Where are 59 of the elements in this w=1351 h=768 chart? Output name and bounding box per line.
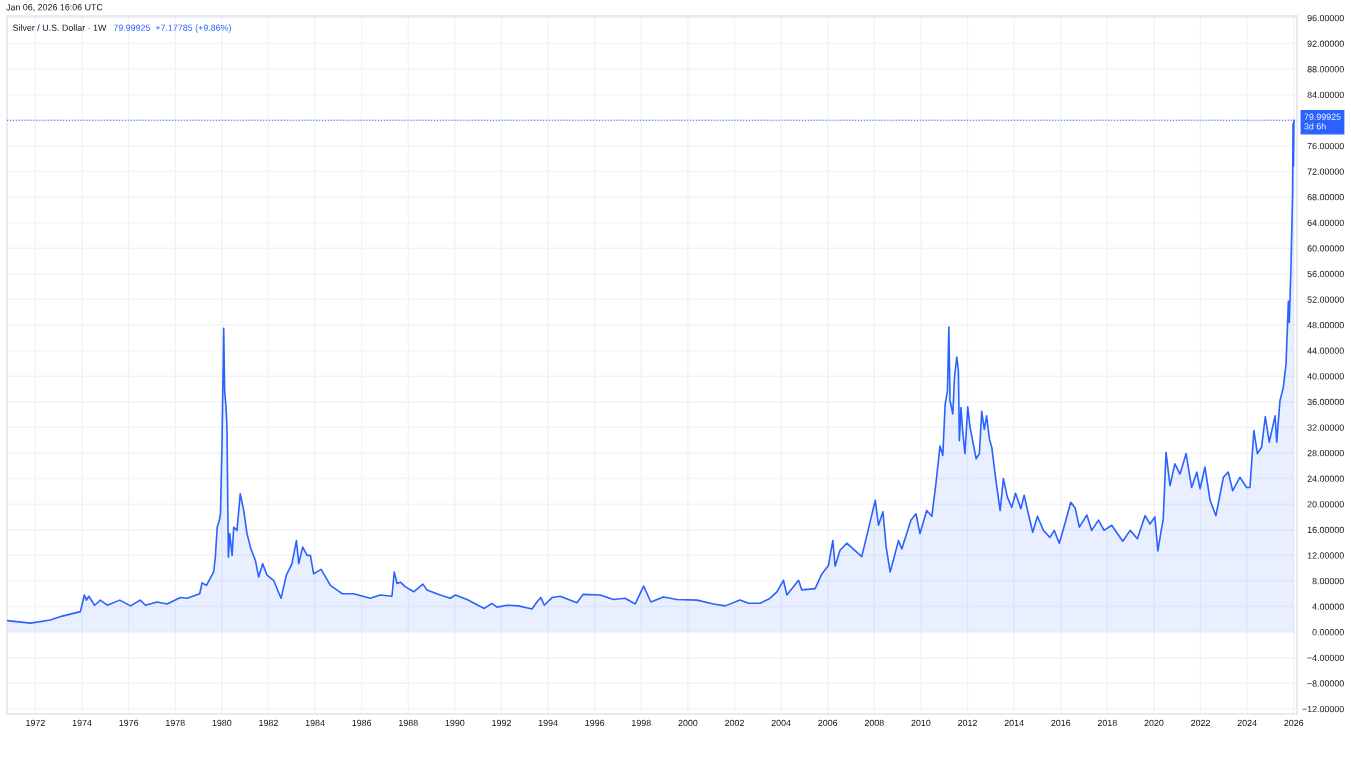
- y-tick-label: 16.00000: [1307, 526, 1344, 534]
- x-tick-label: 1994: [538, 719, 558, 727]
- y-tick-label: 88.00000: [1307, 66, 1344, 73]
- x-tick-label: 2010: [911, 719, 931, 727]
- y-tick-label: 56.00000: [1307, 270, 1344, 278]
- x-tick-label: 2026: [1284, 719, 1304, 727]
- y-tick-label: 60.00000: [1307, 245, 1344, 252]
- x-tick-label: 2022: [1191, 719, 1210, 727]
- y-tick-label: 92.00000: [1307, 40, 1344, 47]
- y-tick-label: 84.00000: [1307, 91, 1344, 98]
- x-tick-label: 1986: [352, 719, 372, 727]
- y-tick-label: 96.00000: [1307, 14, 1344, 22]
- y-tick-label: 20.00000: [1307, 501, 1344, 508]
- x-tick-label: 2006: [818, 719, 838, 727]
- x-tick-label: 1972: [26, 719, 45, 727]
- y-tick-label: 48.00000: [1307, 322, 1344, 329]
- y-tick-label: 12.00000: [1307, 552, 1344, 559]
- x-tick-label: 1996: [585, 719, 605, 727]
- text: 79.99925 +7.17785 (+9.86%): [113, 24, 231, 33]
- y-tick-label: 40.00000: [1307, 373, 1344, 380]
- text: Jan 06, 2026 16:06 UTC: [6, 4, 103, 12]
- x-tick-label: 1990: [445, 719, 465, 727]
- y-tick-label: 4.00000: [1312, 603, 1344, 610]
- y-tick-label: 68.00000: [1307, 194, 1344, 201]
- x-tick-label: 2012: [958, 719, 977, 727]
- y-tick-label: 36.00000: [1307, 398, 1344, 406]
- y-tick-label: −4.00000: [1307, 654, 1344, 662]
- y-tick-label: −12.00000: [1302, 705, 1344, 713]
- x-tick-label: 1988: [399, 719, 418, 727]
- x-tick-label: 2024: [1237, 719, 1257, 727]
- x-tick-label: 2018: [1097, 719, 1117, 727]
- x-tick-label: 1980: [212, 719, 232, 727]
- y-tick-label: 28.00000: [1307, 449, 1344, 457]
- y-tick-label: 72.00000: [1307, 168, 1344, 175]
- x-tick-label: 2008: [864, 719, 884, 727]
- x-tick-label: 1976: [119, 719, 139, 727]
- ref-line-label: 79.99925 3d 6h: [1304, 113, 1341, 130]
- x-tick-label: 1978: [166, 719, 185, 727]
- y-tick-label: 24.00000: [1307, 475, 1344, 482]
- y-tick-label: 8.00000: [1312, 577, 1344, 585]
- x-tick-label: 1998: [632, 719, 651, 727]
- x-tick-label: 1984: [305, 719, 325, 727]
- x-tick-label: 1982: [259, 719, 278, 727]
- y-tick-label: 76.00000: [1307, 142, 1344, 150]
- y-tick-label: 44.00000: [1307, 347, 1344, 354]
- x-tick-label: 2002: [725, 719, 744, 727]
- x-tick-label: 1974: [72, 719, 92, 727]
- text: Silver / U.S. Dollar · 1W: [12, 24, 107, 31]
- x-tick-label: 2014: [1004, 719, 1024, 727]
- y-tick-label: 64.00000: [1307, 219, 1344, 226]
- x-tick-label: 2020: [1144, 719, 1164, 727]
- x-tick-label: 2016: [1051, 719, 1071, 727]
- y-tick-label: −8.00000: [1307, 680, 1344, 687]
- x-tick-label: 2000: [678, 719, 698, 727]
- y-tick-label: 32.00000: [1307, 424, 1344, 431]
- x-tick-label: 1992: [492, 719, 511, 727]
- y-tick-label: 0.00000: [1312, 629, 1344, 636]
- x-tick-label: 2004: [771, 719, 791, 727]
- y-tick-label: 52.00000: [1307, 296, 1344, 303]
